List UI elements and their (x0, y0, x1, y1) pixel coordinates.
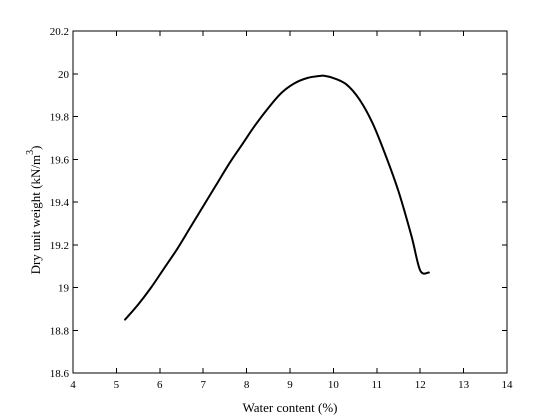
x-axis-title: Water content (%) (243, 400, 338, 415)
series-line (124, 74, 430, 321)
y-tick-label: 19.4 (50, 197, 70, 209)
y-tick-label: 18.8 (50, 325, 70, 337)
x-tick-label: 6 (157, 379, 163, 391)
y-tick-label: 19 (58, 283, 70, 295)
x-tick-label: 9 (287, 379, 293, 391)
x-tick-label: 5 (114, 379, 120, 391)
y-tick-label: 20 (58, 69, 70, 81)
x-tick-label: 13 (458, 379, 470, 391)
plot-frame (72, 30, 508, 374)
y-axis-title: Dry unit weight (kN/m3) (25, 146, 43, 275)
x-tick-label: 10 (328, 379, 340, 391)
y-axis-ticks: 18.6 18.8 19 19.2 19.4 19.6 19.8 20 20.2 (50, 26, 507, 380)
y-axis-title-superscript: 3 (25, 150, 36, 155)
x-axis-ticks: 4 5 6 7 8 9 10 11 12 13 14 (70, 31, 513, 391)
x-tick-label: 4 (70, 379, 76, 391)
x-tick-label: 11 (372, 379, 383, 391)
x-tick-label: 8 (244, 379, 250, 391)
y-axis-title-close: ) (28, 146, 43, 150)
y-tick-label: 18.6 (50, 368, 70, 380)
x-tick-label: 12 (415, 379, 426, 391)
y-tick-label: 19.6 (50, 154, 70, 166)
y-tick-label: 19.8 (50, 112, 70, 124)
x-tick-label: 14 (502, 379, 514, 391)
series-layer (124, 74, 430, 321)
y-tick-label: 20.2 (50, 26, 69, 38)
y-axis-title-main: Dry unit weight (kN/m (28, 155, 43, 275)
x-tick-label: 7 (200, 379, 206, 391)
y-tick-label: 19.2 (50, 240, 69, 252)
